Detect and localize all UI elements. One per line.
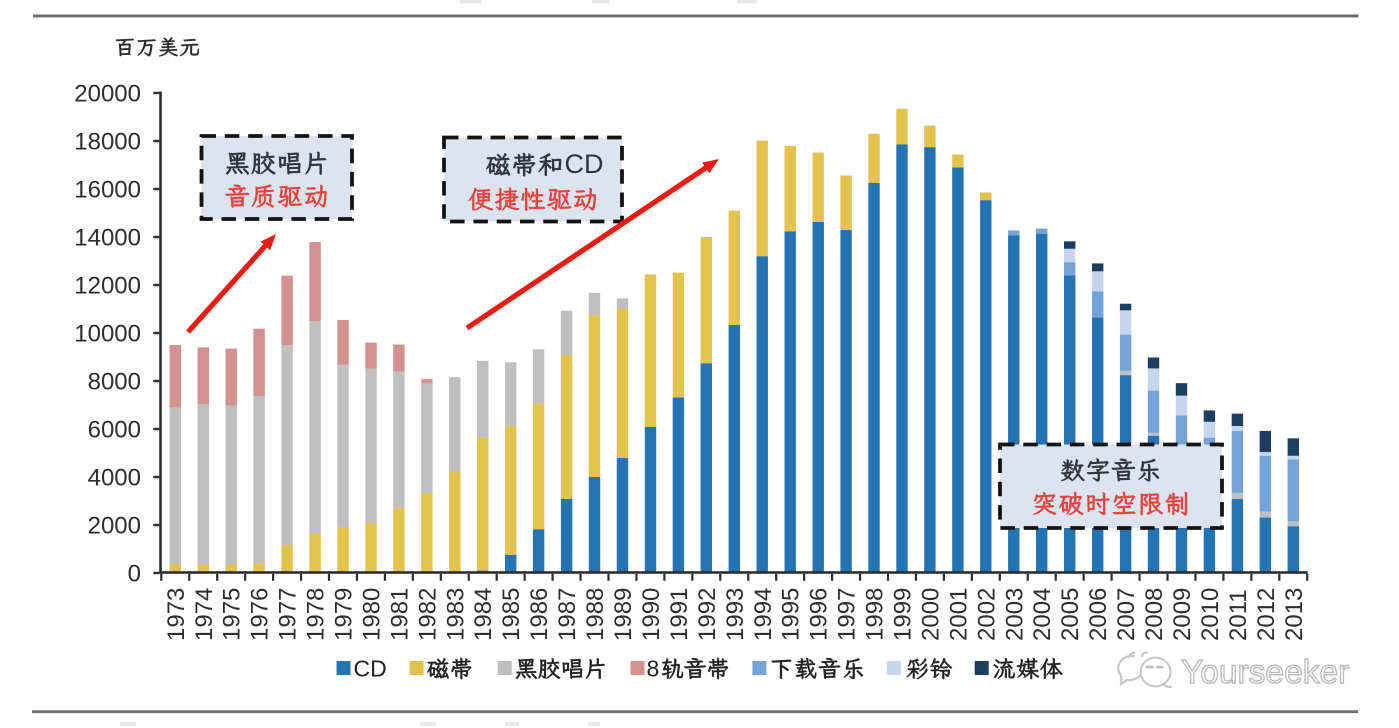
svg-text:CD: CD bbox=[565, 149, 604, 179]
svg-text:1996: 1996 bbox=[806, 588, 833, 641]
svg-text:1978: 1978 bbox=[303, 588, 330, 641]
svg-text:2001: 2001 bbox=[945, 588, 972, 641]
svg-text:8: 8 bbox=[647, 656, 660, 682]
svg-text:1994: 1994 bbox=[750, 588, 777, 641]
svg-text:Yourseeker: Yourseeker bbox=[1181, 654, 1349, 691]
svg-text:8000: 8000 bbox=[88, 369, 141, 396]
svg-text:1980: 1980 bbox=[359, 588, 386, 641]
svg-text:1975: 1975 bbox=[219, 588, 246, 641]
svg-text:1984: 1984 bbox=[470, 588, 497, 641]
svg-text:2012: 2012 bbox=[1253, 588, 1280, 641]
svg-text:6000: 6000 bbox=[88, 417, 141, 444]
svg-text:1979: 1979 bbox=[331, 588, 358, 641]
svg-text:1987: 1987 bbox=[554, 588, 581, 641]
svg-text:1976: 1976 bbox=[247, 588, 274, 641]
svg-text:1977: 1977 bbox=[275, 588, 302, 641]
svg-text:2009: 2009 bbox=[1169, 588, 1196, 641]
svg-text:2003: 2003 bbox=[1001, 588, 1028, 641]
svg-text:1989: 1989 bbox=[610, 588, 637, 641]
svg-text:2005: 2005 bbox=[1057, 588, 1084, 641]
svg-text:1983: 1983 bbox=[442, 588, 469, 641]
svg-text:4000: 4000 bbox=[88, 465, 141, 492]
svg-text:1998: 1998 bbox=[862, 588, 889, 641]
svg-text:1973: 1973 bbox=[163, 588, 190, 641]
svg-text:1995: 1995 bbox=[778, 588, 805, 641]
svg-text:1990: 1990 bbox=[638, 588, 665, 641]
svg-text:1988: 1988 bbox=[582, 588, 609, 641]
svg-text:1974: 1974 bbox=[191, 588, 218, 641]
svg-text:2000: 2000 bbox=[88, 513, 141, 540]
svg-text:CD: CD bbox=[354, 656, 387, 682]
svg-text:1991: 1991 bbox=[666, 588, 693, 641]
svg-text:20000: 20000 bbox=[74, 81, 141, 108]
svg-text:2013: 2013 bbox=[1281, 588, 1308, 641]
svg-text:10000: 10000 bbox=[74, 321, 141, 348]
svg-text:2008: 2008 bbox=[1141, 588, 1168, 641]
svg-text:1999: 1999 bbox=[890, 588, 917, 641]
svg-text:1997: 1997 bbox=[834, 588, 861, 641]
svg-text:2007: 2007 bbox=[1113, 588, 1140, 641]
svg-text:2002: 2002 bbox=[973, 588, 1000, 641]
svg-text:12000: 12000 bbox=[74, 273, 141, 300]
svg-text:18000: 18000 bbox=[74, 129, 141, 156]
svg-text:1982: 1982 bbox=[414, 588, 441, 641]
svg-text:2010: 2010 bbox=[1197, 588, 1224, 641]
svg-text:2000: 2000 bbox=[918, 588, 945, 641]
svg-text:1981: 1981 bbox=[386, 588, 413, 641]
svg-text:2011: 2011 bbox=[1225, 589, 1252, 641]
svg-text:0: 0 bbox=[128, 561, 141, 588]
svg-text:2004: 2004 bbox=[1029, 588, 1056, 641]
svg-text:16000: 16000 bbox=[74, 177, 141, 204]
svg-text:1985: 1985 bbox=[498, 588, 525, 641]
svg-text:1986: 1986 bbox=[526, 588, 553, 641]
svg-text:1992: 1992 bbox=[694, 588, 721, 641]
svg-text:14000: 14000 bbox=[74, 225, 141, 252]
svg-text:1993: 1993 bbox=[722, 588, 749, 641]
svg-text:2006: 2006 bbox=[1085, 588, 1112, 641]
